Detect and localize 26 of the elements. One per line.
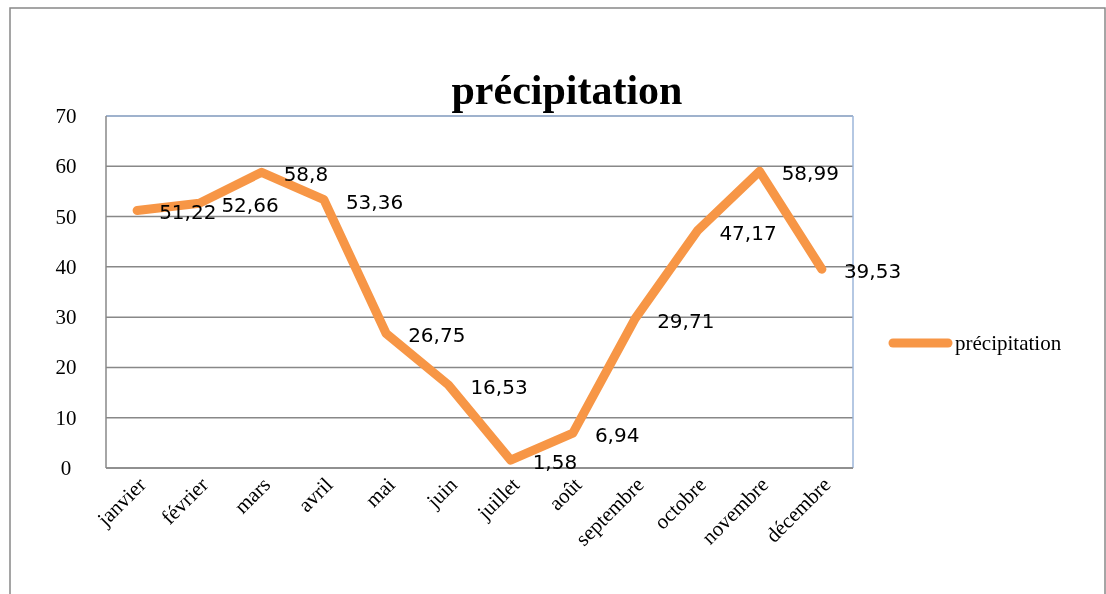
y-tick-label: 10	[55, 405, 77, 430]
data-label: 26,75	[408, 323, 466, 348]
y-tick-label: 30	[55, 305, 77, 330]
y-tick-label: 50	[55, 204, 77, 229]
data-label: 58,99	[781, 161, 839, 186]
x-tick-label: juin	[421, 472, 463, 514]
data-label: 29,71	[657, 308, 715, 333]
y-tick-label: 60	[55, 154, 77, 179]
y-tick-label: 0	[60, 456, 72, 480]
chart-title: précipitation	[451, 67, 683, 113]
x-tick-label: mars	[229, 472, 276, 519]
legend-label: précipitation	[955, 331, 1062, 355]
data-label: 1,58	[532, 450, 578, 475]
data-label: 58,8	[283, 162, 329, 187]
data-label: 53,36	[345, 189, 404, 214]
data-label: 51,22	[159, 200, 217, 225]
x-tick-label: avril	[293, 472, 338, 517]
y-tick-label: 70	[55, 104, 77, 128]
data-label: 39,53	[843, 259, 902, 284]
data-label: 52,66	[221, 193, 279, 218]
data-label: 47,17	[719, 220, 777, 245]
y-tick-label: 40	[55, 254, 77, 279]
x-tick-label: mai	[360, 472, 400, 512]
y-tick-label: 20	[55, 355, 77, 380]
data-label: 16,53	[470, 374, 528, 399]
data-label: 6,94	[594, 423, 640, 448]
